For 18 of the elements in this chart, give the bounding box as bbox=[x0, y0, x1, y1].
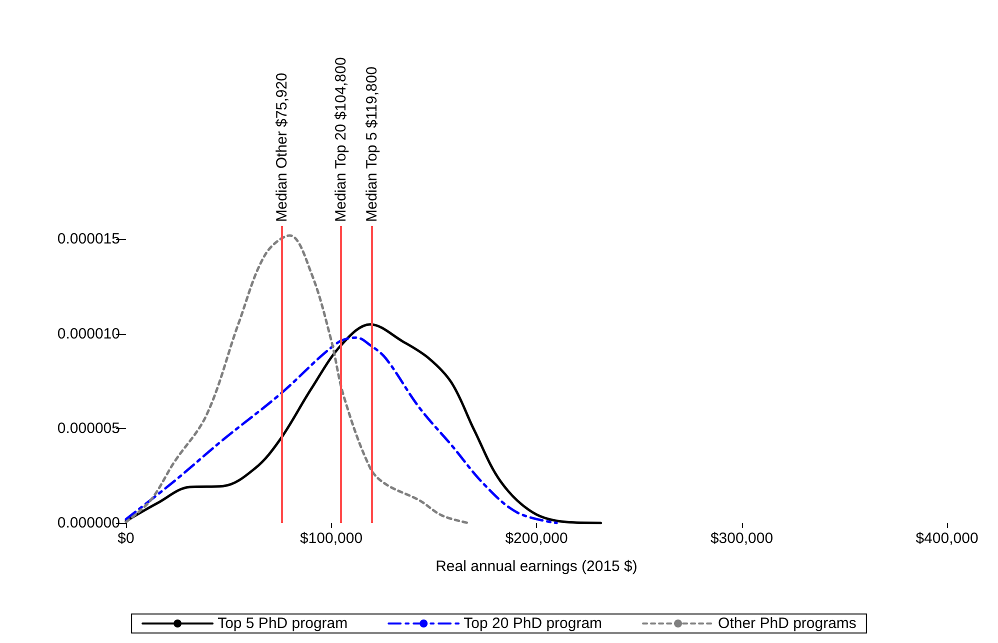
legend-label: Other PhD programs bbox=[718, 615, 856, 632]
y-tick-label: 0.000010 bbox=[57, 325, 120, 342]
x-tick-label: $400,000 bbox=[916, 530, 978, 547]
legend-label: Top 20 PhD program bbox=[464, 615, 602, 632]
x-tick-label: $300,000 bbox=[710, 530, 774, 547]
y-tick-label: 0.000000 bbox=[57, 514, 120, 532]
y-tick-label: 0.000005 bbox=[57, 420, 120, 437]
x-tick-label: $100,000 bbox=[300, 530, 363, 547]
ref-line-label: Median Top 20 $104,800 bbox=[332, 57, 350, 222]
line-series bbox=[124, 234, 470, 524]
line-series bbox=[124, 336, 558, 524]
x-tick-label: $200,000 bbox=[505, 530, 568, 547]
y-tick-label: 0.000015 bbox=[57, 230, 120, 248]
legend-label: Top 5 PhD program bbox=[218, 615, 348, 632]
ref-line-label: Median Other $75,920 bbox=[273, 72, 290, 222]
x-tick-label: $0 bbox=[118, 530, 134, 547]
ref-line-label: Median Top 5 $119,800 bbox=[363, 66, 380, 222]
x-axis-title: Real annual earnings (2015 $) bbox=[436, 558, 638, 575]
